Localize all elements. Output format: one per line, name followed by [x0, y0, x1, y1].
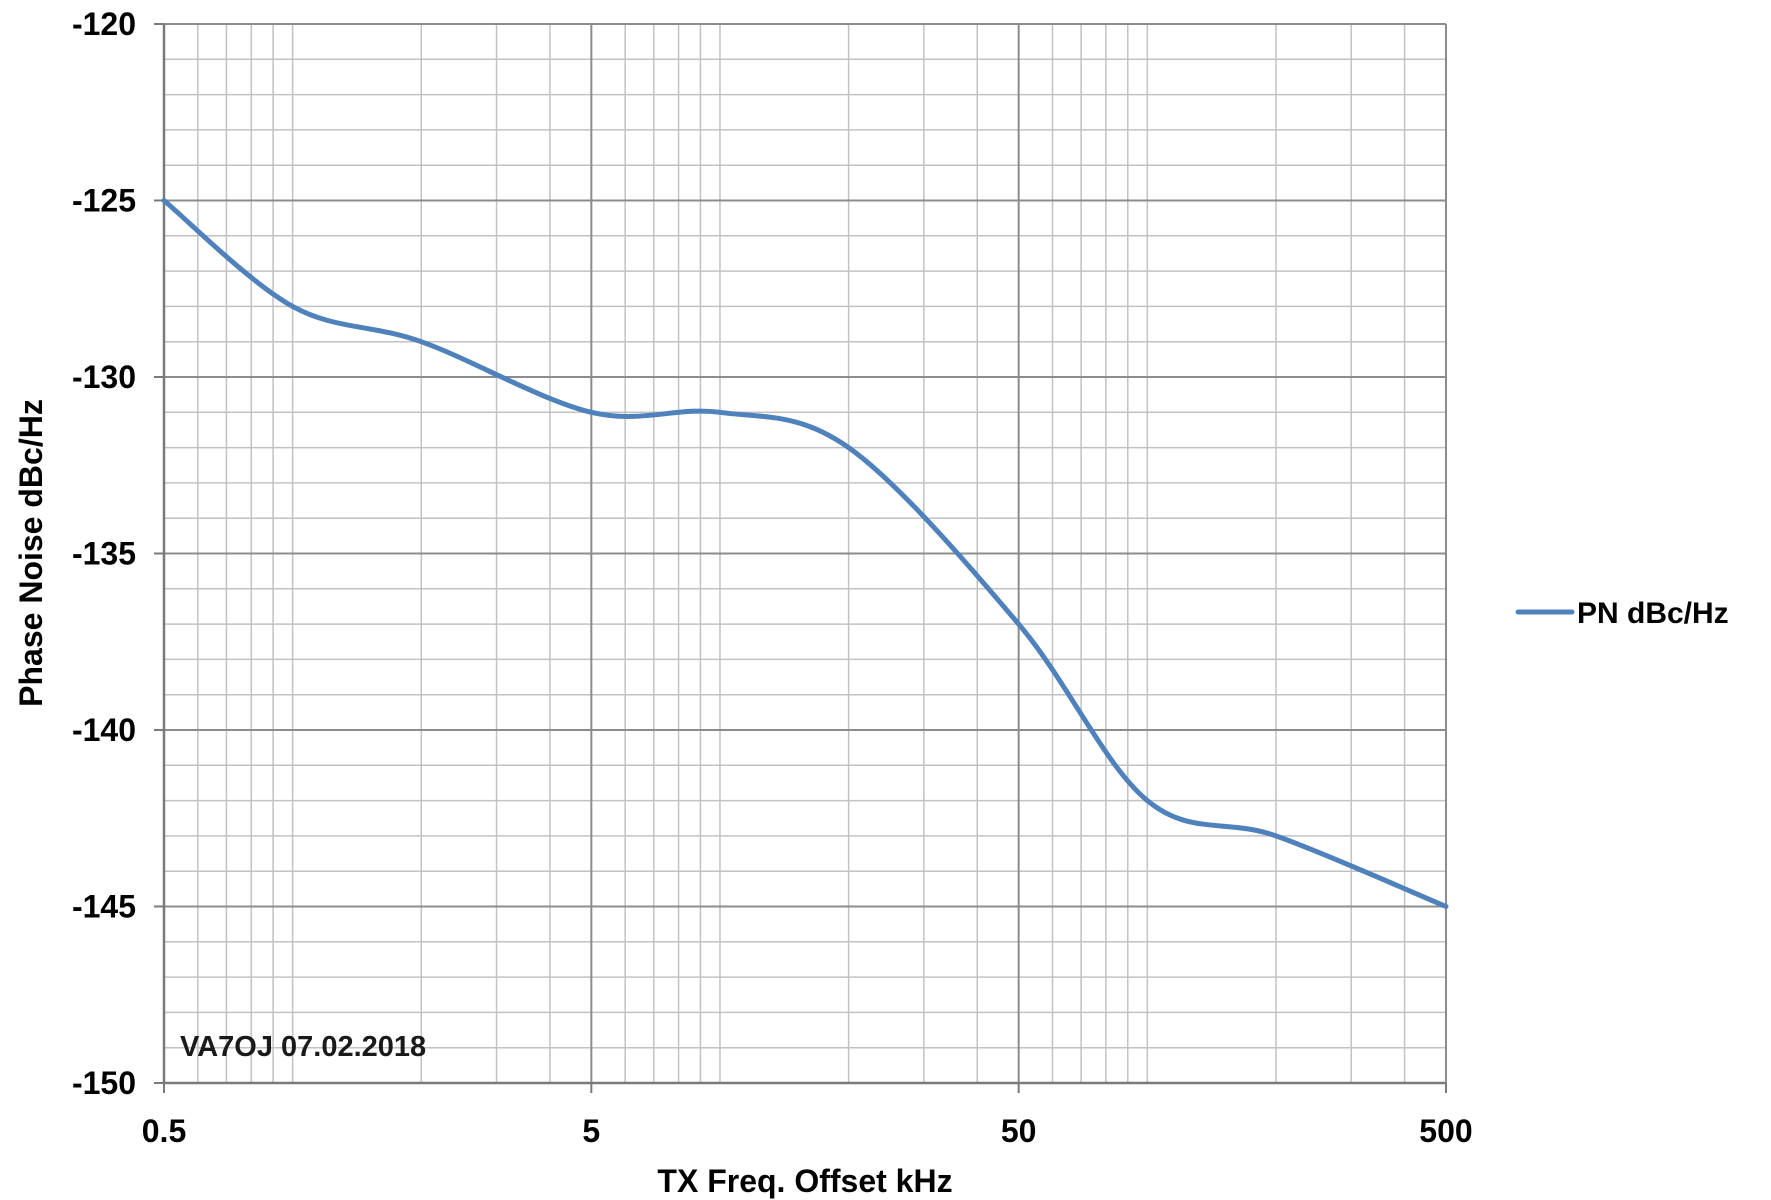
x-tick-label: 500: [1419, 1113, 1472, 1149]
x-tick-labels: 0.5 5 50 500: [142, 1113, 1473, 1149]
x-tick-label: 50: [1001, 1113, 1037, 1149]
legend: PN dBc/Hz: [1515, 597, 1729, 630]
y-tick-label: -135: [72, 536, 136, 572]
y-tick-label: -125: [72, 183, 136, 219]
y-tick-label: -145: [72, 889, 136, 925]
x-tick-label: 0.5: [142, 1113, 186, 1149]
y-tick-label: -140: [72, 712, 136, 748]
x-axis-title: TX Freq. Offset kHz: [657, 1163, 952, 1199]
y-tick-label: -120: [72, 6, 136, 42]
series-layer: [161, 198, 1449, 909]
annotation-text: VA7OJ 07.02.2018: [180, 1031, 426, 1063]
series-line: [161, 198, 1449, 909]
y-tick-label: -150: [72, 1065, 136, 1101]
x-tick-label: 5: [582, 1113, 600, 1149]
y-tick-labels: -120 -125 -130 -135 -140 -145 -150: [72, 6, 136, 1101]
y-axis-title: Phase Noise dBc/Hz: [13, 399, 49, 707]
legend-label: PN dBc/Hz: [1577, 597, 1729, 630]
y-tick-label: -130: [72, 359, 136, 395]
